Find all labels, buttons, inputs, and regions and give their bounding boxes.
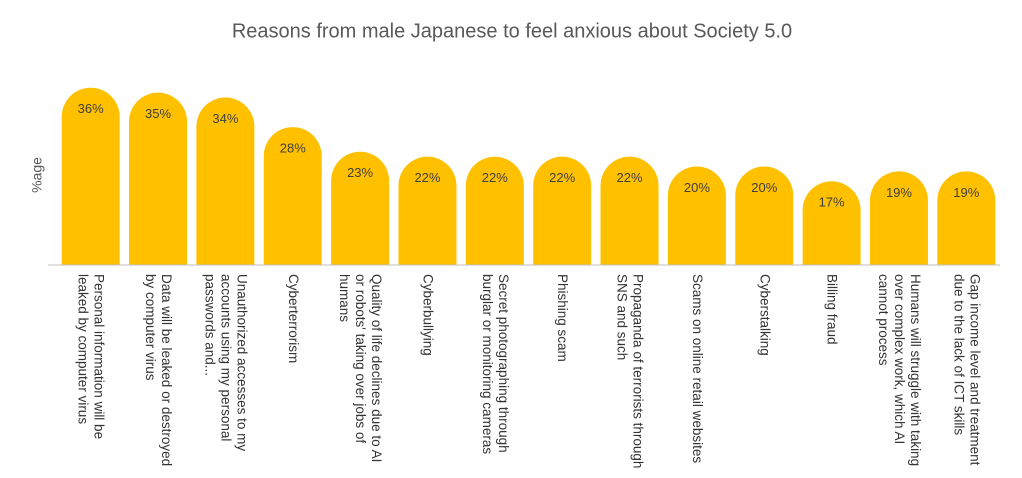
x-tick-label: Scams on online retail websites <box>689 274 705 464</box>
y-axis-label: %age <box>29 157 45 193</box>
x-tick-label: Billing fraud <box>824 274 840 345</box>
x-tick-label: Secret photographing through burglar or … <box>479 274 511 455</box>
x-tick-label: Humans will struggle with taking over co… <box>875 274 923 467</box>
bar <box>398 156 457 265</box>
data-label: 22% <box>414 170 440 185</box>
x-tick-label: Data will be leaked or destroyed by comp… <box>143 274 175 467</box>
data-label: 35% <box>145 106 171 121</box>
x-tick-label: Cyberbullying <box>420 274 436 356</box>
bar <box>869 171 928 265</box>
bar <box>331 151 390 265</box>
bar <box>937 171 996 265</box>
x-tick-label: Phishing scam <box>555 274 571 362</box>
data-label: 34% <box>212 111 238 126</box>
x-tick-label: Propaganda of terrorists through SNS and… <box>614 274 646 469</box>
x-tick-label: Personal information will be leaked by c… <box>75 274 107 440</box>
data-label: 19% <box>953 185 979 200</box>
bar <box>61 87 120 265</box>
x-tick-label: Cyberterrorism <box>285 274 301 364</box>
bar <box>196 97 255 265</box>
x-tick-label: Gap income level and treatment due to th… <box>951 274 983 466</box>
data-label: 22% <box>617 170 643 185</box>
data-label: 28% <box>280 141 306 156</box>
x-tick-label: Cyberstalking <box>757 274 773 356</box>
x-tick-label: Unauthorized accesses to my accounts usi… <box>202 274 250 452</box>
bar <box>465 156 524 265</box>
bar <box>263 127 322 265</box>
data-label: 36% <box>78 101 104 116</box>
data-label: 20% <box>751 180 777 195</box>
bar <box>600 156 659 265</box>
data-label: 22% <box>482 170 508 185</box>
data-label: 20% <box>684 180 710 195</box>
x-tick-label: Quality of life declines due to AI or ro… <box>337 274 385 463</box>
data-label: 19% <box>886 185 912 200</box>
data-label: 17% <box>819 195 845 210</box>
bar <box>735 166 794 265</box>
data-label: 22% <box>549 170 575 185</box>
chart-title: Reasons from male Japanese to feel anxio… <box>232 20 792 42</box>
data-label: 23% <box>347 165 373 180</box>
bar <box>533 156 592 265</box>
bar <box>802 181 861 265</box>
bar <box>129 92 188 265</box>
bar <box>667 166 726 265</box>
